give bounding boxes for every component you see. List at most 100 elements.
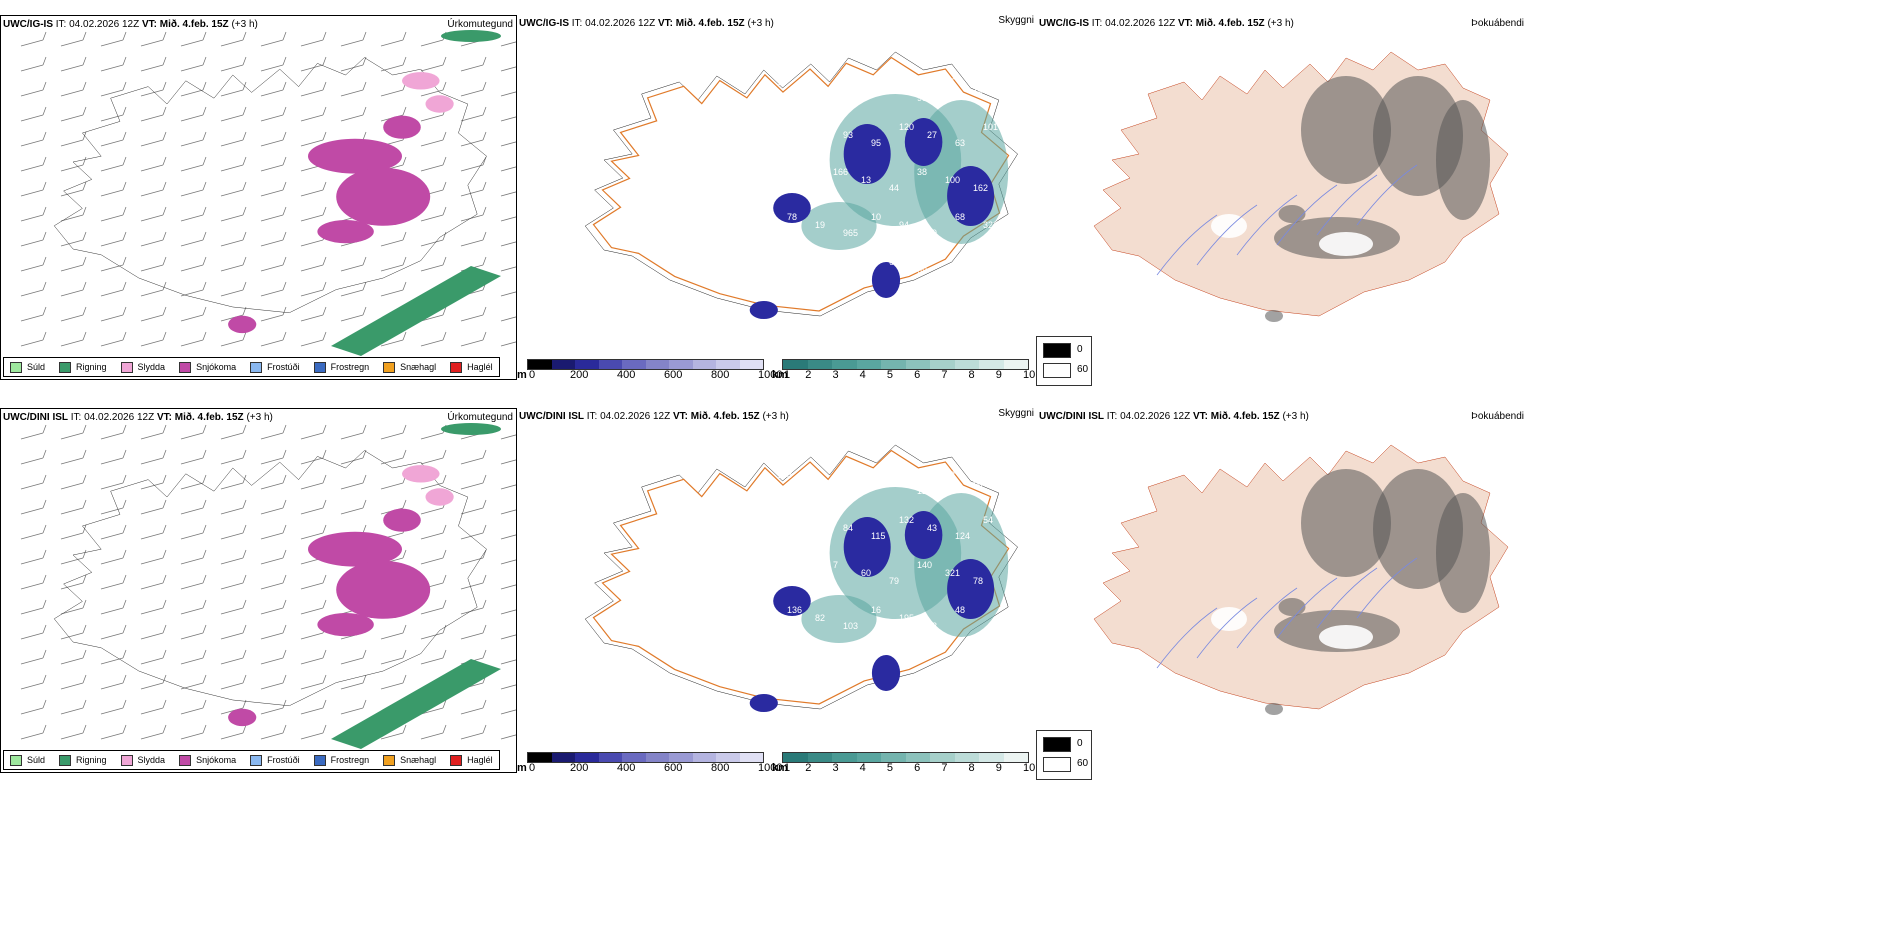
rain-band <box>331 659 501 749</box>
legend-label: Rigning <box>76 362 107 372</box>
colorbar-tick: 200 <box>570 762 589 773</box>
cloudbase-value: 132 <box>899 515 914 525</box>
legend-swatch <box>10 754 22 766</box>
cloudbase-value: 965 <box>843 228 858 238</box>
cloudbase-value: 85 <box>889 478 899 488</box>
cloudbase-value: 128 <box>805 183 820 193</box>
colorbar-tick: 2 <box>805 369 812 380</box>
panel-title: Úrkomutegund <box>447 412 513 423</box>
cloudbase-value: 122 <box>861 470 876 480</box>
cloudbase-value: 51 <box>777 175 787 185</box>
cloudbase-labels: 7 168 147 66 129 98 15 131 25 106 93 95 120 27 63 101 51… <box>777 77 998 283</box>
colorbar-tick: 4 <box>859 369 866 380</box>
precip-map-1 <box>20 30 516 356</box>
fog-swatch-high <box>1043 343 1071 358</box>
legend-item: Slydda <box>120 361 166 373</box>
colorbar-tick: 600 <box>664 369 683 380</box>
colorbar-tick: 4 <box>859 762 866 773</box>
panel-title: Skyggni <box>998 15 1034 26</box>
fog-map-2 <box>1037 408 1527 715</box>
panel-header: UWC/DINI ISL IT: 04.02.2026 12Z VT: Mið.… <box>3 412 273 423</box>
cloudbase-value: 140 <box>917 560 932 570</box>
cloudbase-visibility-panel-2: 138 155 111 122 85 121 12 64 86 83 84 115 132 43 124 54… <box>517 408 1037 773</box>
iceland-outline <box>585 445 1017 712</box>
legend-label: Slydda <box>137 755 166 765</box>
legend-label: Frostúði <box>267 362 300 372</box>
colorbar-tick: 9 <box>995 762 1002 773</box>
cloud-map-1: 7 168 147 66 129 98 15 131 25 106 93 95 120 27 63 101 51… <box>517 15 1037 319</box>
colorbar-tick: 10 <box>1023 369 1036 380</box>
legend-swatch <box>450 754 463 766</box>
legend-item: Frostúði <box>250 754 300 766</box>
legend-label: Frostúði <box>267 755 300 765</box>
rain-band <box>331 266 501 356</box>
legend-swatch <box>250 361 263 373</box>
cloudbase-value: 136 <box>787 605 802 615</box>
colorbar-ramp <box>782 359 1029 370</box>
legend-item: Snjókoma <box>179 754 237 766</box>
fog-label-high: 0 <box>1077 344 1083 355</box>
cloudbase-value: 12 <box>945 470 955 480</box>
colorbar-tick: 9 <box>995 369 1002 380</box>
panel-header: UWC/IG-IS IT: 04.02.2026 12Z VT: Mið. 4.… <box>3 19 258 30</box>
colorbar-tick: 6 <box>914 369 921 380</box>
cloudbase-value: 63 <box>955 138 965 148</box>
iceland-outline <box>585 52 1017 319</box>
cloudbase-value: 10 <box>871 212 881 222</box>
cloudbase-value: 100 <box>945 175 960 185</box>
cloudbase-value: 64 <box>889 257 899 267</box>
cloudbase-value: 93 <box>843 130 853 140</box>
legend-label: Snjókoma <box>196 362 237 372</box>
colorbar-unit: km <box>772 762 788 773</box>
precip-legend: Súld Rigning Slydda Snjókoma Frostúði Frostre… <box>3 750 500 770</box>
precip-legend: Súld Rigning Slydda Snjókoma Frostúði Frostre… <box>3 357 500 377</box>
legend-label: Snæhagl <box>400 755 437 765</box>
colorbar-ramp <box>527 752 764 763</box>
cloudbase-value: 7 <box>833 560 838 570</box>
legend-swatch <box>10 361 22 373</box>
legend-label: Snjókoma <box>196 755 237 765</box>
fog-label-high: 0 <box>1077 738 1083 749</box>
legend-item: Frostregn <box>313 361 369 373</box>
legend-label: Súld <box>27 362 46 372</box>
cloudbase-value: 60 <box>861 568 871 578</box>
colorbar-unit: km <box>772 369 788 380</box>
panel-title: Þokuábendi <box>1471 411 1524 422</box>
colorbar-tick: 800 <box>711 762 730 773</box>
cloudbase-value: 78 <box>973 576 983 586</box>
fog-swatch-low <box>1043 363 1071 378</box>
cloudbase-colorbar: m 0 200 400 600 800 1000 <box>517 748 782 773</box>
cloudbase-value: 106 <box>815 122 830 132</box>
cloudbase-value: 78 <box>861 273 871 283</box>
cloudbase-value: 94 <box>899 220 909 230</box>
cloudbase-value: 115 <box>871 531 885 541</box>
colorbar-tick: 800 <box>711 369 730 380</box>
cloudbase-value: 54 <box>983 515 993 525</box>
rain-area <box>441 423 501 435</box>
cloudbase-value: 120 <box>899 122 914 132</box>
panel-header: UWC/DINI ISL IT: 04.02.2026 12Z VT: Mið.… <box>1039 411 1309 422</box>
legend-item: Snjókoma <box>179 361 237 373</box>
colorbar-tick: 5 <box>886 762 893 773</box>
legend-swatch <box>59 361 72 373</box>
colorbar-tick: 1000 <box>758 762 783 773</box>
colorbar-tick: 0 <box>529 762 536 773</box>
cloudbase-value: 48 <box>955 605 965 615</box>
cloudbase-value: 86 <box>787 531 797 541</box>
colorbar-tick: 400 <box>617 762 636 773</box>
iceland-outline <box>1094 445 1508 715</box>
legend-item: Snæhagl <box>383 754 437 766</box>
cloudbase-value: 129 <box>889 85 904 95</box>
legend-label: Slydda <box>137 362 166 372</box>
cloudbase-value: 79 <box>927 228 937 238</box>
cloudbase-value: 162 <box>973 183 988 193</box>
cloudbase-value: 19 <box>815 220 825 230</box>
cloudbase-value: 16 <box>871 605 881 615</box>
legend-item: Rigning <box>59 754 107 766</box>
precip-map-2 <box>20 423 516 749</box>
panel-title: Úrkomutegund <box>447 19 513 30</box>
legend-item: Rigning <box>59 361 107 373</box>
iceland-outline <box>54 58 486 334</box>
rivers <box>1156 164 1418 276</box>
colorbar-tick: 0 <box>529 369 536 380</box>
